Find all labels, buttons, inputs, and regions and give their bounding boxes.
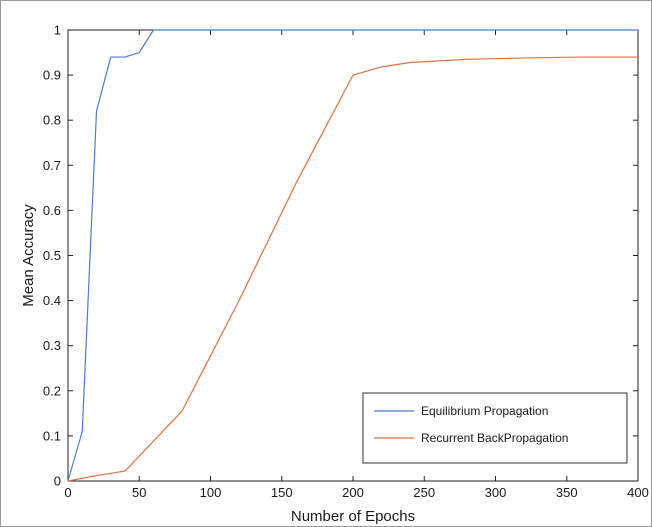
series-equilibrium-propagation — [67, 29, 638, 482]
x-tick-label: 300 — [485, 485, 507, 500]
x-tick-label: 50 — [132, 485, 146, 500]
y-tick-label: 0.7 — [43, 158, 61, 173]
y-tick-label: 0.3 — [43, 338, 61, 353]
y-axis-ticks: 0 0.1 0.2 0.3 0.4 0.5 0.6 0.7 0.8 0.9 1 — [43, 23, 638, 489]
x-tick-label: 100 — [200, 485, 222, 500]
x-tick-label: 200 — [342, 485, 364, 500]
x-tick-label: 350 — [556, 485, 578, 500]
y-axis-label: Mean Accuracy — [20, 204, 37, 307]
y-tick-label: 0.5 — [43, 248, 61, 263]
x-axis-label: Number of Epochs — [291, 508, 415, 525]
legend-label-recurrent: Recurrent BackPropagation — [421, 431, 568, 445]
plot-area: 0 50 100 150 200 250 300 350 400 0 0.1 0.2 0.3 0.4 0.… — [43, 23, 649, 501]
y-tick-label: 0.6 — [43, 203, 61, 218]
y-tick-label: 0.2 — [43, 383, 61, 398]
legend-box — [362, 392, 628, 464]
y-tick-label: 0.8 — [43, 113, 61, 128]
x-tick-label: 150 — [271, 485, 293, 500]
y-tick-label: 0 — [54, 474, 61, 489]
x-tick-label: 400 — [627, 485, 649, 500]
y-tick-label: 0.1 — [43, 428, 61, 443]
x-tick-label: 0 — [64, 485, 71, 500]
legend-label-equilibrium: Equilibrium Propagation — [421, 404, 548, 418]
y-tick-label: 1 — [54, 23, 61, 38]
y-tick-label: 0.4 — [43, 293, 61, 308]
x-tick-label: 250 — [413, 485, 435, 500]
y-tick-label: 0.9 — [43, 68, 61, 83]
x-axis-ticks: 0 50 100 150 200 250 300 350 400 — [64, 30, 649, 500]
legend: Equilibrium Propagation Recurrent BackPr… — [362, 392, 628, 464]
series-layer — [67, 29, 638, 482]
series-recurrent-backpropagation — [67, 56, 638, 482]
